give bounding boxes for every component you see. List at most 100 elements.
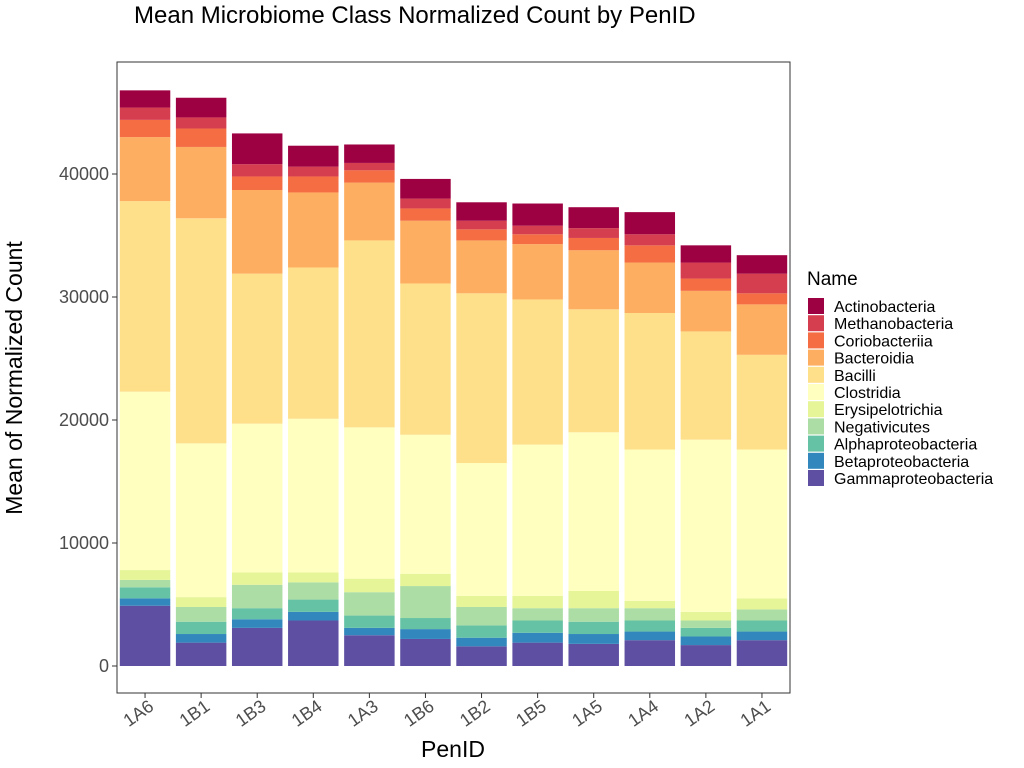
bar-segment-1A2-erysipelotrichia: [680, 611, 732, 621]
bar-segment-1B5-coriobacteriia: [512, 234, 563, 245]
bar-segment-1B5-gammaproteobacteria: [512, 642, 563, 666]
bar-segment-1A3-gammaproteobacteria: [344, 635, 395, 666]
bar-segment-1B1-negativicutes: [175, 606, 227, 622]
bar-segment-1A2-bacteroidia: [680, 290, 732, 332]
x-tick-label: 1B3: [232, 696, 270, 731]
legend-label: Actinobacteria: [834, 299, 935, 316]
bar-stack-1A2: [680, 245, 732, 666]
x-tick-label: 1B4: [288, 696, 326, 731]
bar-segment-1B4-erysipelotrichia: [288, 572, 339, 583]
bar-segment-1A3-bacilli: [344, 240, 395, 428]
bar-segment-1B6-gammaproteobacteria: [400, 638, 451, 666]
bar-segment-1B2-actinobacteria: [456, 202, 507, 221]
bar-segment-1A2-negativicutes: [680, 620, 732, 628]
bar-segment-1A1-negativicutes: [736, 609, 788, 621]
bar-segment-1A4-gammaproteobacteria: [624, 640, 676, 666]
bar-segment-1A6-methanobacteria: [119, 107, 171, 120]
bar-segment-1B1-bacilli: [175, 218, 227, 444]
x-tick-label: 1B2: [456, 696, 494, 731]
x-axis: 1A6 1B1 1B3 1B4 1A3 1B6 1B2 1B5 1A5 1A4 1A2 1A1: [120, 693, 775, 731]
bar-stack-1B2: [456, 202, 507, 666]
x-tick-label: 1A3: [344, 696, 382, 731]
bar-segment-1B6-actinobacteria: [400, 178, 451, 199]
legend-swatch: [808, 384, 824, 400]
bar-segment-1B1-erysipelotrichia: [175, 597, 227, 607]
y-tick-label: 0: [99, 656, 109, 676]
legend-items: ActinobacteriaMethanobacteriaCoriobacter…: [808, 298, 993, 488]
bar-stack-1B1: [175, 97, 227, 666]
x-axis-title: PenID: [421, 736, 485, 762]
bar-segment-1A5-actinobacteria: [568, 207, 619, 229]
bar-segment-1B4-coriobacteriia: [288, 176, 339, 193]
x-tick-label: 1A2: [680, 696, 718, 731]
x-tick-label: 1B6: [400, 696, 438, 731]
bar-segment-1B2-negativicutes: [456, 606, 507, 626]
bar-segment-1B4-gammaproteobacteria: [288, 620, 339, 666]
bar-segment-1B5-negativicutes: [512, 608, 563, 621]
bar-segment-1A4-negativicutes: [624, 608, 676, 621]
bar-segment-1A1-clostridia: [736, 449, 788, 599]
bar-segment-1B2-betaproteobacteria: [456, 637, 507, 647]
bar-segment-1A5-methanobacteria: [568, 228, 619, 238]
x-tick-label: 1A6: [120, 696, 158, 731]
bar-segment-1B4-bacilli: [288, 267, 339, 419]
y-tick-label: 20000: [59, 410, 109, 430]
bar-segment-1A1-bacilli: [736, 354, 788, 450]
bar-segment-1A5-bacteroidia: [568, 250, 619, 310]
y-tick-label: 30000: [59, 287, 109, 307]
legend-swatch: [808, 366, 824, 383]
bar-segment-1B6-coriobacteriia: [400, 208, 451, 221]
bar-segment-1A4-bacteroidia: [624, 262, 676, 313]
bar-segment-1A3-negativicutes: [344, 592, 395, 616]
bar-stack-1A3: [344, 144, 395, 666]
bar-segment-1B6-methanobacteria: [400, 198, 451, 209]
legend-label: Coriobacteriia: [834, 333, 933, 350]
bar-segment-1A4-betaproteobacteria: [624, 631, 676, 641]
bar-segment-1A2-clostridia: [680, 439, 732, 612]
legend-swatch: [808, 435, 824, 452]
legend-label: Gammaproteobacteria: [834, 471, 993, 488]
legend-label: Bacteroidia: [834, 351, 914, 368]
bar-segment-1B5-bacilli: [512, 299, 563, 445]
legend-label: Betaproteobacteria: [834, 454, 969, 471]
legend-label: Erysipelotrichia: [834, 402, 943, 419]
bar-segment-1A4-methanobacteria: [624, 234, 676, 246]
bar-segment-1A6-clostridia: [119, 391, 171, 571]
y-tick-label: 40000: [59, 164, 109, 184]
bar-segment-1B1-betaproteobacteria: [175, 634, 227, 643]
bars-layer: [119, 90, 788, 666]
bar-segment-1B3-bacilli: [231, 273, 283, 424]
bar-stack-1B5: [512, 203, 563, 666]
x-tick-label: 1A1: [737, 696, 775, 731]
bar-segment-1A2-actinobacteria: [680, 245, 732, 263]
bar-segment-1A4-alphaproteobacteria: [624, 620, 676, 632]
x-tick-label: 1A4: [624, 696, 662, 731]
bar-segment-1B3-gammaproteobacteria: [231, 627, 283, 666]
bar-segment-1B1-alphaproteobacteria: [175, 621, 227, 635]
bar-segment-1B4-betaproteobacteria: [288, 611, 339, 621]
bar-segment-1A1-alphaproteobacteria: [736, 620, 788, 632]
bar-segment-1B2-coriobacteriia: [456, 229, 507, 241]
legend: Name ActinobacteriaMethanobacteriaCoriob…: [807, 269, 993, 488]
bar-segment-1B2-methanobacteria: [456, 220, 507, 230]
bar-segment-1A3-methanobacteria: [344, 162, 395, 171]
bar-segment-1B6-negativicutes: [400, 586, 451, 619]
bar-segment-1A4-coriobacteriia: [624, 245, 676, 263]
bar-segment-1A4-clostridia: [624, 449, 676, 601]
bar-segment-1B4-actinobacteria: [288, 145, 339, 167]
bar-segment-1B4-methanobacteria: [288, 166, 339, 177]
bar-segment-1B6-erysipelotrichia: [400, 573, 451, 587]
bar-stack-1B3: [231, 133, 283, 666]
bar-segment-1B1-clostridia: [175, 443, 227, 598]
bar-segment-1B3-actinobacteria: [231, 133, 283, 165]
bar-segment-1A6-actinobacteria: [119, 90, 171, 108]
y-axis: 0 10000 20000 30000 40000: [59, 164, 117, 676]
bar-segment-1A3-alphaproteobacteria: [344, 615, 395, 628]
bar-segment-1A3-actinobacteria: [344, 144, 395, 163]
bar-segment-1A2-methanobacteria: [680, 262, 732, 279]
bar-segment-1B6-alphaproteobacteria: [400, 618, 451, 630]
bar-segment-1A5-clostridia: [568, 432, 619, 591]
bar-segment-1B4-negativicutes: [288, 582, 339, 600]
x-tick-label: 1A5: [568, 696, 606, 731]
